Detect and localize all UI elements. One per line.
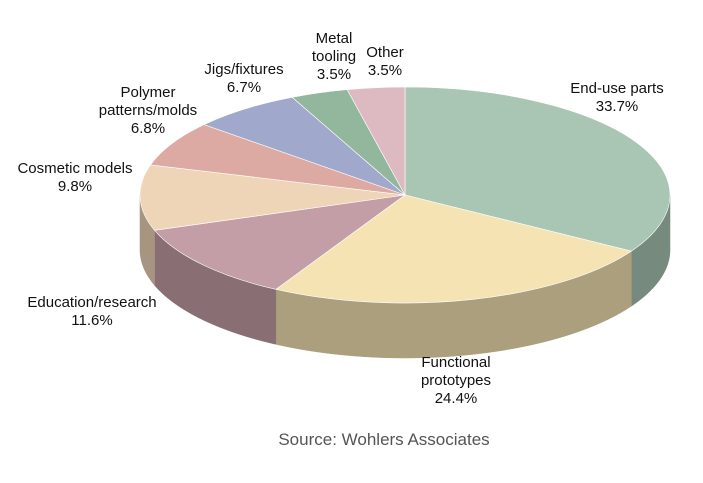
value-label: 24.4%: [434, 390, 478, 407]
category-name: Other: [366, 44, 404, 61]
slice: [139, 164, 406, 231]
category-name: Metal tooling: [311, 30, 357, 65]
value-label: 33.7%: [595, 98, 639, 115]
category-name: End-use parts: [570, 80, 664, 97]
slice: [153, 194, 406, 290]
category-name: Jigs/fixtures: [204, 61, 284, 78]
slice-label: Jigs/fixtures 6.7%: [204, 61, 283, 97]
category-name: Cosmetic models: [17, 160, 133, 177]
category-name: Polymer patterns/molds: [98, 84, 198, 119]
value-label: 11.6%: [71, 312, 113, 329]
slice: [404, 86, 671, 252]
slice: [203, 96, 406, 196]
value-label: 6.8%: [130, 120, 166, 137]
value-label: 6.7%: [226, 79, 262, 96]
slice-label: Functional prototypes 24.4%: [401, 354, 511, 408]
value-label: 3.5%: [316, 66, 352, 83]
slice-label: End-use parts 33.7%: [570, 80, 663, 116]
slice-label: Other 3.5%: [366, 44, 404, 80]
slice-label: Polymer patterns/molds 6.8%: [88, 84, 208, 138]
slice: [149, 124, 406, 196]
slice-label: Metal tooling 3.5%: [304, 30, 364, 84]
value-label: 9.8%: [57, 178, 93, 195]
slice: [346, 86, 406, 196]
slice-label: Education/research 11.6%: [27, 294, 156, 330]
source: Source: Wohlers Associates: [278, 430, 490, 449]
slice: [275, 194, 633, 304]
slice-label: Cosmetic models 9.8%: [17, 160, 132, 196]
category-name: Functional prototypes: [420, 354, 492, 389]
value-label: 3.5%: [367, 62, 403, 79]
category-name: Education/research: [27, 294, 157, 311]
